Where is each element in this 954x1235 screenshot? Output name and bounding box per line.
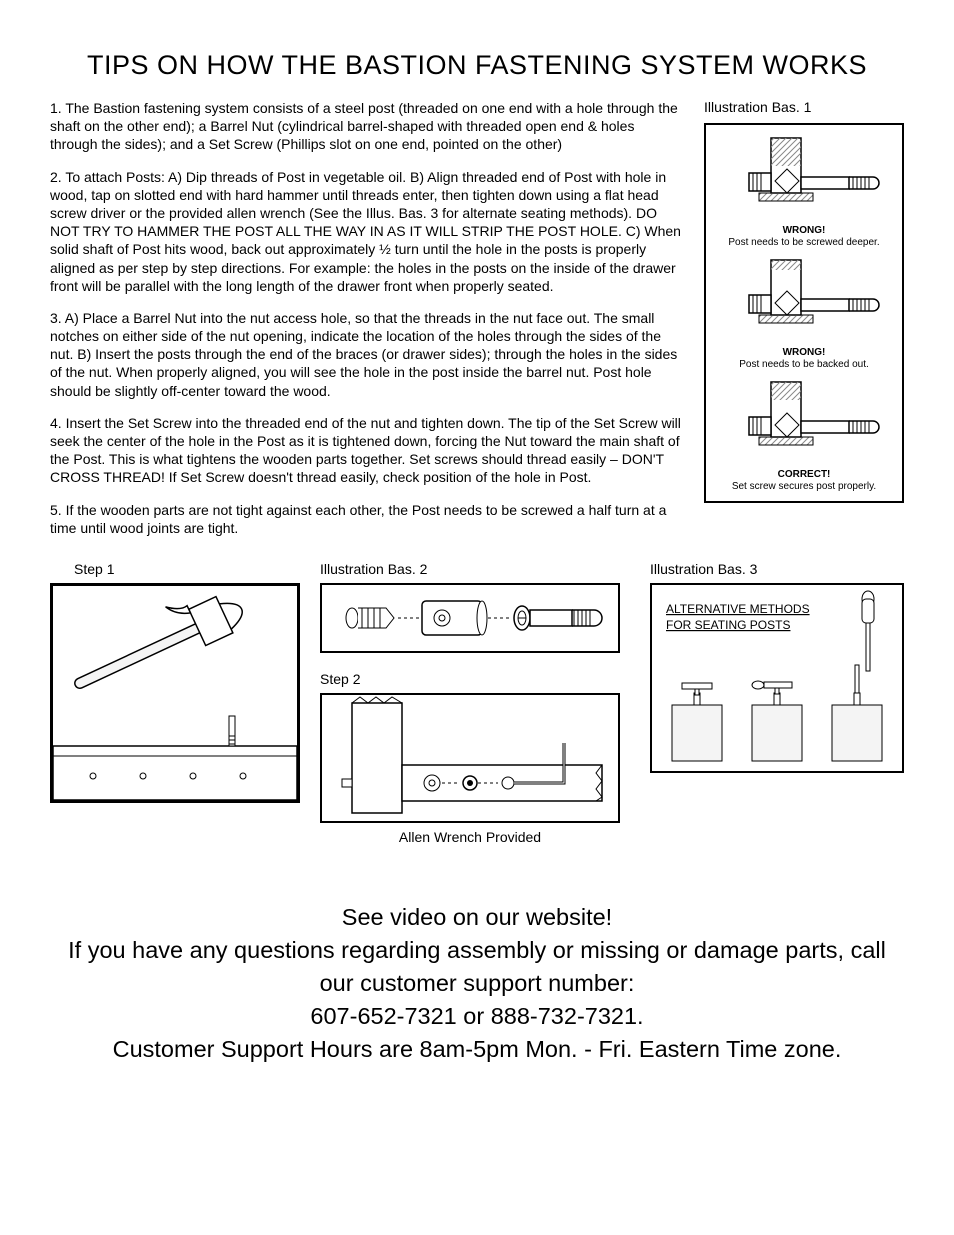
step2-label: Step 2 bbox=[320, 671, 620, 687]
bas3-label: Illustration Bas. 3 bbox=[650, 561, 904, 577]
step1-block: Step 1 bbox=[50, 561, 300, 803]
illustration-bas1-label: Illustration Bas. 1 bbox=[704, 99, 904, 115]
bas1-wrong1-title: WRONG! bbox=[783, 225, 826, 236]
bas1-wrong2-desc: Post needs to be backed out. bbox=[739, 359, 869, 370]
bas2-frame bbox=[320, 583, 620, 653]
bas2-label: Illustration Bas. 2 bbox=[320, 561, 620, 577]
step1-frame bbox=[50, 583, 300, 803]
paragraph-2: 2. To attach Posts: A) Dip threads of Po… bbox=[50, 168, 684, 295]
bas1-wrong2: WRONG!Post needs to be backed out. bbox=[710, 255, 898, 371]
main-content-row: 1. The Bastion fastening system consists… bbox=[50, 99, 904, 551]
bas1-wrong1-diagram bbox=[719, 133, 889, 223]
illustration-bas1-box: WRONG!Post needs to be screwed deeper. W… bbox=[704, 123, 904, 503]
bas3-frame: ALTERNATIVE METHODS FOR SEATING POSTS bbox=[650, 583, 904, 773]
bas1-wrong2-title: WRONG! bbox=[783, 347, 826, 358]
paragraph-1: 1. The Bastion fastening system consists… bbox=[50, 99, 684, 154]
paragraph-3: 3. A) Place a Barrel Nut into the nut ac… bbox=[50, 309, 684, 400]
step2-diagram bbox=[322, 695, 618, 821]
bas2-diagram bbox=[322, 585, 618, 651]
footer-contact: See video on our website! If you have an… bbox=[50, 901, 904, 1065]
alt-methods-line2: FOR SEATING POSTS bbox=[666, 618, 790, 632]
paragraph-5: 5. If the wooden parts are not tight aga… bbox=[50, 501, 684, 537]
footer-line1: See video on our website! bbox=[50, 901, 904, 934]
instruction-text-column: 1. The Bastion fastening system consists… bbox=[50, 99, 684, 551]
bas1-wrong2-diagram bbox=[719, 255, 889, 345]
bas3-block: Illustration Bas. 3 ALTERNATIVE METHODS … bbox=[650, 561, 904, 773]
alt-methods-line1: ALTERNATIVE METHODS bbox=[666, 602, 810, 616]
paragraph-4: 4. Insert the Set Screw into the threade… bbox=[50, 414, 684, 487]
bas1-correct: CORRECT!Set screw secures post properly. bbox=[710, 377, 898, 493]
bas2-column: Illustration Bas. 2 bbox=[320, 561, 620, 851]
hammer-diagram bbox=[53, 586, 297, 800]
bas1-correct-desc: Set screw secures post properly. bbox=[732, 481, 876, 492]
footer-line2: If you have any questions regarding asse… bbox=[50, 934, 904, 1000]
allen-wrench-label: Allen Wrench Provided bbox=[320, 829, 620, 845]
bas1-correct-diagram bbox=[719, 377, 889, 467]
bas1-wrong1-desc: Post needs to be screwed deeper. bbox=[728, 237, 879, 248]
illustration-bas1-column: Illustration Bas. 1 bbox=[704, 99, 904, 551]
footer-line3: 607-652-7321 or 888-732-7321. bbox=[50, 1000, 904, 1033]
illustration-row: Step 1 Illustration Bas. 2 bbox=[50, 561, 904, 851]
bas1-correct-title: CORRECT! bbox=[778, 469, 831, 480]
page-title: TIPS ON HOW THE BASTION FASTENING SYSTEM… bbox=[50, 50, 904, 81]
step2-frame bbox=[320, 693, 620, 823]
bas1-wrong1: WRONG!Post needs to be screwed deeper. bbox=[710, 133, 898, 249]
step1-label: Step 1 bbox=[50, 561, 300, 577]
footer-line4: Customer Support Hours are 8am-5pm Mon. … bbox=[50, 1033, 904, 1066]
bas3-diagram: ALTERNATIVE METHODS FOR SEATING POSTS bbox=[652, 585, 902, 771]
